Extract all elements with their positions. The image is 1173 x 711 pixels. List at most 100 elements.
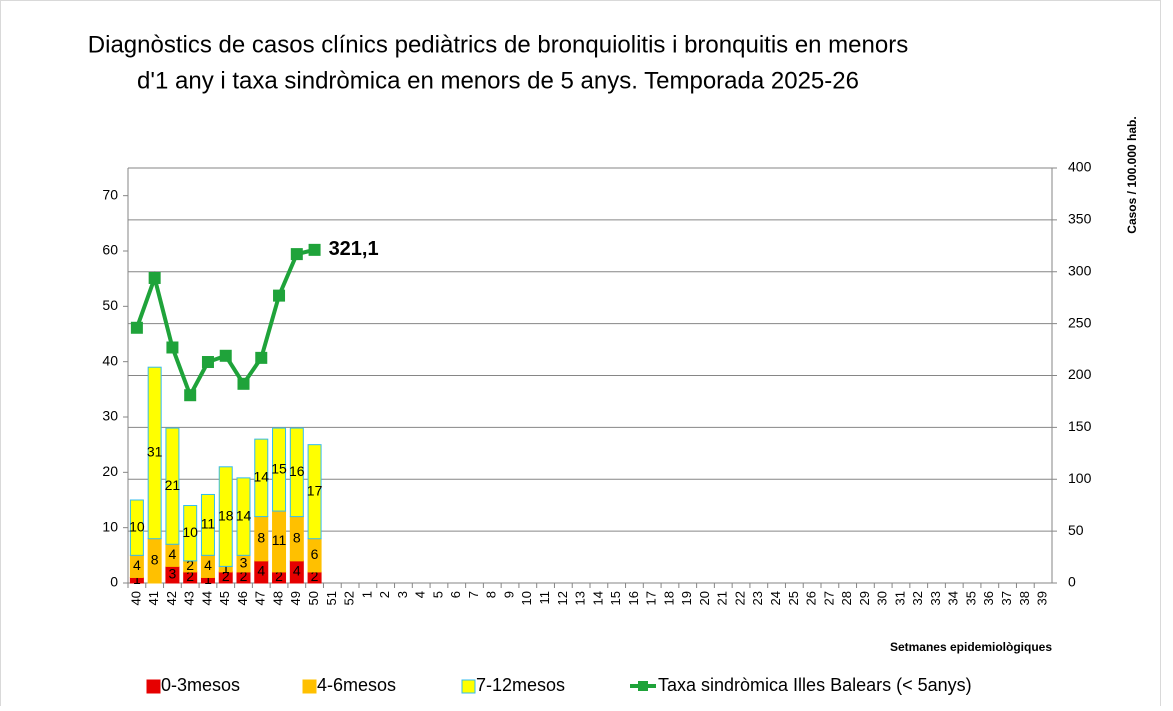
data-label: 321,1: [329, 238, 379, 260]
y2-tick-label: 350: [1068, 211, 1092, 227]
data-label: 4: [133, 557, 141, 573]
line-marker: [273, 289, 286, 302]
x-tick-label: 47: [253, 591, 268, 605]
x-tick-label: 48: [270, 591, 285, 605]
line-marker: [308, 243, 321, 256]
y-tick-label: 10: [102, 518, 118, 534]
legend-swatch: [146, 679, 161, 694]
x-tick-label: 9: [501, 591, 516, 598]
x-tick-label: 13: [573, 591, 588, 605]
data-label: 4: [293, 563, 301, 579]
y-tick-label: 30: [102, 408, 118, 424]
x-tick-label: 44: [199, 591, 214, 605]
x-tick-label: 49: [288, 591, 303, 605]
x-tick-label: 41: [146, 591, 161, 605]
legend-swatch: [461, 679, 476, 694]
y-tick-label: 20: [102, 463, 118, 479]
data-label: 2: [222, 568, 230, 584]
bar-segment: [200, 493, 215, 556]
x-tick-label: 46: [235, 591, 250, 605]
bar-segment: [218, 466, 233, 567]
data-label: 11: [201, 516, 216, 532]
x-tick-label: 1: [359, 591, 374, 598]
x-tick-label: 7: [466, 591, 481, 598]
y2-tick-label: 50: [1068, 522, 1084, 538]
data-label: 31: [147, 444, 163, 460]
bar-segment: [129, 499, 144, 556]
y2-tick-label: 300: [1068, 262, 1092, 278]
y-tick-label: 60: [102, 242, 118, 258]
bar-segment: [307, 444, 322, 540]
data-label: 6: [311, 546, 319, 562]
legend-swatch: [638, 681, 648, 691]
x-tick-label: 36: [981, 591, 996, 605]
data-label: 2: [186, 568, 194, 584]
legend-label: 4-6mesos: [317, 675, 396, 695]
line-marker: [255, 351, 268, 364]
data-label: 1: [204, 571, 212, 587]
data-label: 8: [151, 552, 159, 568]
line-marker: [219, 349, 232, 362]
y2-tick-label: 150: [1068, 418, 1092, 434]
legend-label: 7-12mesos: [476, 675, 565, 695]
x-tick-label: 8: [484, 591, 499, 598]
line-marker: [166, 341, 179, 354]
data-label: 21: [165, 477, 181, 493]
line-marker: [148, 271, 161, 284]
legend-label: Taxa sindròmica Illes Balears (< 5anys): [658, 675, 972, 695]
legend-label: 0-3mesos: [161, 675, 240, 695]
x-tick-label: 15: [608, 591, 623, 605]
data-label: 10: [129, 518, 145, 534]
bar-segment: [147, 366, 162, 540]
x-tick-label: 38: [1017, 591, 1032, 605]
x-tick-label: 29: [857, 591, 872, 605]
data-label: 2: [311, 568, 319, 584]
line-marker: [184, 389, 197, 402]
data-label: 17: [307, 482, 323, 498]
y2-tick-label: 250: [1068, 314, 1092, 330]
x-tick-label: 40: [128, 591, 143, 605]
data-label: 11: [272, 532, 287, 548]
data-label: 18: [218, 507, 234, 523]
data-label: 1: [133, 571, 141, 587]
data-label: 14: [253, 469, 269, 485]
x-tick-label: 28: [839, 591, 854, 605]
x-tick-label: 21: [715, 591, 730, 605]
line-marker: [130, 321, 143, 334]
x-tick-label: 27: [821, 591, 836, 605]
data-label: 14: [236, 507, 252, 523]
x-tick-label: 35: [963, 591, 978, 605]
bar-segment: [272, 427, 287, 512]
x-tick-label: 10: [519, 591, 534, 605]
data-label: 2: [275, 568, 283, 584]
y-tick-label: 70: [102, 186, 118, 202]
line-marker: [290, 248, 303, 261]
data-label: 2: [186, 557, 194, 573]
data-label: 3: [169, 565, 177, 581]
x-tick-label: 37: [999, 591, 1014, 605]
data-label: 1: [222, 560, 230, 576]
y2-tick-label: 200: [1068, 366, 1092, 382]
x-tick-label: 34: [946, 591, 961, 605]
data-label: 8: [293, 529, 301, 545]
x-tick-label: 43: [182, 591, 197, 605]
x-tick-label: 33: [928, 591, 943, 605]
y-tick-label: 40: [102, 352, 118, 368]
data-label: 10: [182, 524, 198, 540]
x-tick-label: 20: [697, 591, 712, 605]
x-tick-label: 23: [750, 591, 765, 605]
x-tick-label: 4: [413, 591, 428, 598]
x-tick-label: 26: [804, 591, 819, 605]
y-tick-label: 0: [110, 574, 118, 590]
x-tick-label: 5: [430, 591, 445, 598]
x-tick-label: 22: [732, 591, 747, 605]
x-tick-label: 42: [164, 591, 179, 605]
chart-title: d'1 any i taxa sindròmica en menors de 5…: [137, 67, 859, 94]
x-tick-label: 16: [626, 591, 641, 605]
y-tick-label: 50: [102, 297, 118, 313]
x-tick-label: 17: [644, 591, 659, 605]
x-tick-label: 25: [786, 591, 801, 605]
x-tick-label: 2: [377, 591, 392, 598]
